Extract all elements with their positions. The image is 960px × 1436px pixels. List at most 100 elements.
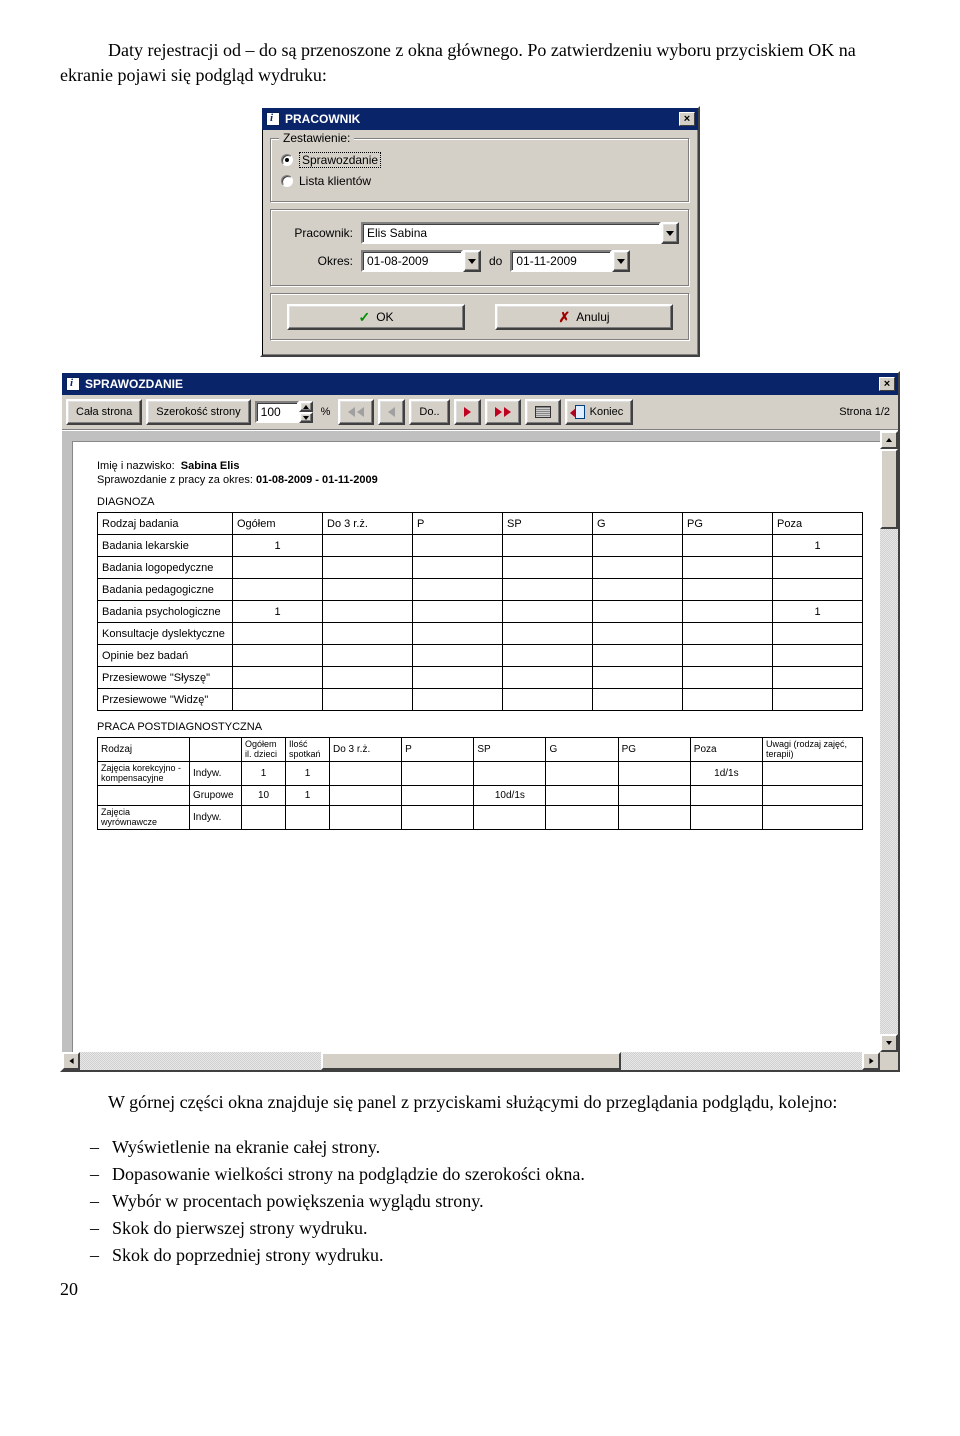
arrow-right-icon bbox=[495, 407, 502, 417]
app-icon bbox=[266, 112, 280, 126]
pracownik-label: Pracownik: bbox=[281, 226, 353, 240]
ok-button[interactable]: ✓ OK bbox=[287, 304, 465, 330]
whole-page-button[interactable]: Cała strona bbox=[66, 399, 142, 425]
list-item: Skok do pierwszej strony wydruku. bbox=[90, 1215, 900, 1242]
name-value: Sabina Elis bbox=[181, 460, 240, 472]
pracownik-dropdown-button[interactable] bbox=[661, 222, 679, 244]
zoom-value: 100 bbox=[261, 405, 281, 419]
titlebar[interactable]: SPRAWOZDANIE × bbox=[62, 373, 898, 395]
list-item: Dopasowanie wielkości strony na podglądz… bbox=[90, 1161, 900, 1188]
zoom-spinner[interactable]: 100 bbox=[255, 401, 313, 423]
radio-lista-klientow[interactable]: Lista klientów bbox=[281, 174, 679, 188]
zoom-down-button[interactable] bbox=[299, 412, 313, 423]
date-to-input[interactable]: 01-11-2009 bbox=[510, 250, 612, 272]
close-icon[interactable]: × bbox=[679, 112, 695, 126]
next-page-button[interactable] bbox=[454, 399, 481, 425]
radio-dot-icon bbox=[281, 175, 293, 187]
chevron-down-icon bbox=[886, 1041, 892, 1045]
table-row: Zajęcia wyrównawczeIndyw. bbox=[98, 806, 863, 830]
table-row: Grupowe10110d/1s bbox=[98, 786, 863, 806]
app-icon bbox=[66, 377, 80, 391]
table-row: Konsultacje dyslektyczne bbox=[98, 623, 863, 645]
chevron-left-icon bbox=[69, 1058, 73, 1064]
period-label: Sprawozdanie z pracy za okres: bbox=[97, 474, 253, 486]
arrow-left-icon bbox=[388, 407, 395, 417]
goto-button[interactable]: Do.. bbox=[409, 399, 449, 425]
table-row: Badania lekarskie11 bbox=[98, 535, 863, 557]
date-to-dropdown[interactable] bbox=[612, 250, 630, 272]
scroll-thumb[interactable] bbox=[880, 449, 898, 529]
chevron-up-icon bbox=[303, 405, 309, 409]
prev-page-button[interactable] bbox=[378, 399, 405, 425]
page-width-button[interactable]: Szerokość strony bbox=[146, 399, 250, 425]
table-row: Opinie bez badań bbox=[98, 645, 863, 667]
list-item: Wyświetlenie na ekranie całej strony. bbox=[90, 1134, 900, 1161]
window-title: PRACOWNIK bbox=[285, 112, 360, 126]
percent-label: % bbox=[317, 406, 335, 418]
radio-sprawozdanie[interactable]: Sprawozdanie bbox=[281, 152, 679, 168]
chevron-down-icon bbox=[468, 259, 476, 264]
window-title: SPRAWOZDANIE bbox=[85, 377, 183, 391]
scroll-thumb[interactable] bbox=[321, 1052, 621, 1070]
koniec-button[interactable]: Koniec bbox=[565, 399, 634, 425]
cancel-button[interactable]: ✗ Anuluj bbox=[495, 304, 673, 330]
table-row: Badania logopedyczne bbox=[98, 557, 863, 579]
last-page-button[interactable] bbox=[485, 399, 521, 425]
date-from-input[interactable]: 01-08-2009 bbox=[361, 250, 463, 272]
chevron-right-icon bbox=[869, 1058, 873, 1064]
section-diagnoza: DIAGNOZA bbox=[97, 496, 863, 508]
postdiagnostyczna-table: RodzajOgółem il. dzieciIlość spotkańDo 3… bbox=[97, 737, 863, 830]
scroll-up-button[interactable] bbox=[880, 431, 898, 449]
report-viewport: Imię i nazwisko: Sabina Elis Sprawozdani… bbox=[62, 430, 898, 1070]
arrow-left-icon bbox=[357, 407, 364, 417]
toolbar: Cała strona Szerokość strony 100 % Do.. … bbox=[62, 395, 898, 430]
x-icon: ✗ bbox=[558, 309, 570, 326]
close-icon[interactable]: × bbox=[879, 377, 895, 391]
radio-dot-icon bbox=[281, 154, 293, 166]
section-postdiagnostyczna: PRACA POSTDIAGNOSTYCZNA bbox=[97, 721, 863, 733]
page-number: 20 bbox=[60, 1279, 900, 1300]
arrow-left-icon bbox=[348, 407, 355, 417]
intro-paragraph: Daty rejestracji od – do są przenoszone … bbox=[60, 38, 900, 88]
print-button[interactable] bbox=[525, 399, 561, 425]
okres-label: Okres: bbox=[281, 254, 353, 268]
titlebar[interactable]: PRACOWNIK × bbox=[262, 108, 698, 130]
arrow-right-icon bbox=[464, 407, 471, 417]
chevron-up-icon bbox=[886, 438, 892, 442]
first-page-button[interactable] bbox=[338, 399, 374, 425]
zoom-up-button[interactable] bbox=[299, 401, 313, 412]
pracownik-dialog: PRACOWNIK × Zestawienie: Sprawozdanie Li… bbox=[260, 106, 700, 357]
ok-label: OK bbox=[376, 310, 393, 324]
radio-lista-label: Lista klientów bbox=[299, 174, 371, 188]
cancel-label: Anuluj bbox=[576, 310, 609, 324]
zestawienie-group: Zestawienie: Sprawozdanie Lista klientów bbox=[270, 138, 690, 203]
scroll-track[interactable] bbox=[880, 529, 898, 1034]
name-label: Imię i nazwisko: bbox=[97, 460, 175, 472]
pracownik-input[interactable]: Elis Sabina bbox=[361, 222, 661, 244]
period-value: 01-08-2009 - 01-11-2009 bbox=[256, 474, 378, 486]
scroll-right-button[interactable] bbox=[862, 1052, 880, 1070]
table-row: Badania pedagogiczne bbox=[98, 579, 863, 601]
vertical-scrollbar[interactable] bbox=[880, 431, 898, 1052]
chevron-down-icon bbox=[666, 231, 674, 236]
scroll-down-button[interactable] bbox=[880, 1034, 898, 1052]
table-row: Zajęcia korekcyjno - kompensacyjneIndyw.… bbox=[98, 762, 863, 786]
sprawozdanie-window: SPRAWOZDANIE × Cała strona Szerokość str… bbox=[60, 371, 900, 1072]
bullet-list: Wyświetlenie na ekranie całej strony.Dop… bbox=[90, 1134, 900, 1269]
horizontal-scrollbar[interactable] bbox=[62, 1052, 880, 1070]
list-item: Wybór w procentach powiększenia wyglądu … bbox=[90, 1188, 900, 1215]
exit-icon bbox=[575, 405, 585, 419]
report-page: Imię i nazwisko: Sabina Elis Sprawozdani… bbox=[72, 441, 888, 1060]
arrow-right-icon bbox=[504, 407, 511, 417]
scroll-track[interactable] bbox=[621, 1052, 862, 1070]
date-from-dropdown[interactable] bbox=[463, 250, 481, 272]
do-label: do bbox=[489, 254, 502, 268]
table-row: Przesiewowe "Widzę" bbox=[98, 689, 863, 711]
page-indicator: Strona 1/2 bbox=[835, 406, 894, 418]
radio-sprawozdanie-label: Sprawozdanie bbox=[299, 152, 381, 168]
scroll-track[interactable] bbox=[80, 1052, 321, 1070]
chevron-down-icon bbox=[303, 416, 309, 420]
scroll-left-button[interactable] bbox=[62, 1052, 80, 1070]
list-item: Skok do poprzedniej strony wydruku. bbox=[90, 1242, 900, 1269]
diagnoza-table: Rodzaj badaniaOgółemDo 3 r.ż.PSPGPGPoza … bbox=[97, 512, 863, 711]
